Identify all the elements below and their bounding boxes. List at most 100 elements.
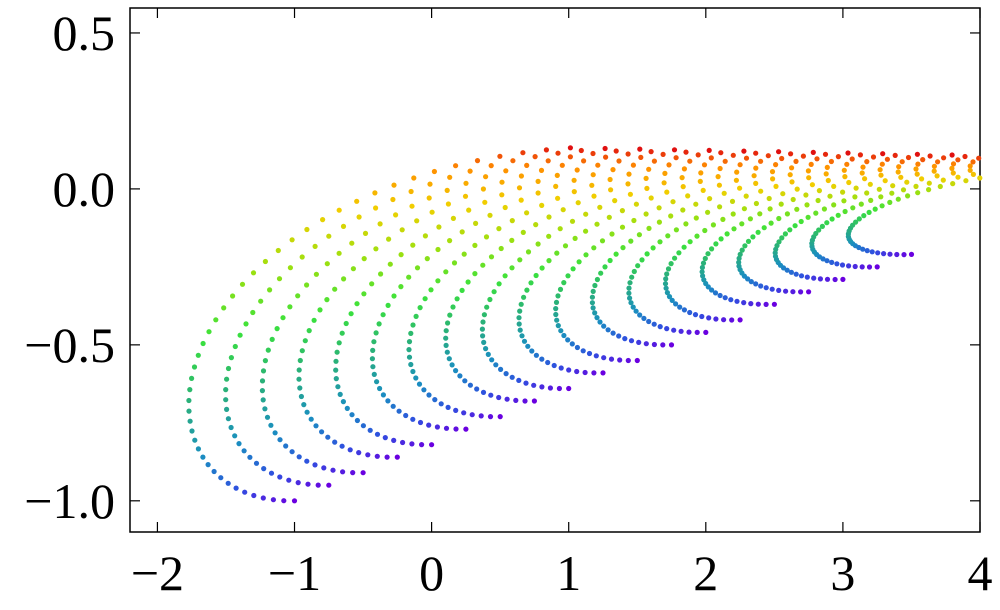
data-point [312,243,318,249]
data-point [729,317,735,323]
data-point [753,281,759,287]
data-point [583,211,589,217]
data-point [737,317,743,323]
data-point [555,150,561,156]
data-point [518,301,524,307]
data-point [286,477,292,483]
data-point [250,309,256,316]
data-point [394,454,400,460]
data-point [629,274,635,280]
data-point [382,435,388,441]
data-point [518,173,525,179]
data-point [619,224,626,230]
data-point [767,206,773,212]
data-point [445,404,451,410]
data-point [265,347,271,353]
data-point [408,330,414,336]
data-point [789,179,795,185]
axis-ticks [130,8,981,532]
data-point [396,408,402,414]
data-point [842,208,848,215]
data-point [709,246,715,252]
data-point [350,266,356,272]
data-point [467,382,473,388]
data-point [462,378,468,384]
data-point [839,262,846,268]
data-point [333,358,339,364]
data-point [656,219,663,225]
data-point [751,173,757,179]
data-point [574,368,580,375]
data-point [835,154,842,160]
data-point [378,271,384,277]
data-point [509,374,515,380]
data-point [758,283,764,289]
data-point [870,154,877,160]
data-point [737,162,743,168]
data-point [651,158,658,164]
data-point [683,221,689,227]
data-point [597,204,603,210]
data-point [361,256,367,262]
data-point [457,373,463,379]
data-point [787,227,793,233]
data-point [700,273,706,279]
data-point [374,379,380,385]
data-point [261,466,267,472]
data-point [443,269,449,275]
data-point [626,171,632,177]
data-point [315,482,321,488]
data-point [707,196,713,202]
data-point [583,252,589,258]
data-point [385,302,391,308]
data-point [262,358,268,364]
data-point [591,245,597,251]
data-point [790,289,796,295]
data-point [634,357,640,364]
data-point [350,470,356,476]
data-point [699,313,705,320]
data-point [805,214,811,220]
data-point [521,294,527,300]
data-point [488,392,494,398]
data-point [823,171,829,177]
data-point [557,226,563,232]
data-point [776,149,782,155]
x-tick-label: 2 [693,545,718,601]
data-point [251,492,257,499]
data-point [546,233,552,239]
data-point [967,163,973,169]
data-point [677,304,683,310]
data-point [680,184,686,190]
data-point [576,259,582,265]
data-point [627,280,633,286]
data-point [745,238,752,244]
data-point [533,222,539,228]
data-point [798,273,805,279]
data-point [748,279,754,285]
data-point [287,304,293,310]
x-tick-label: 0 [419,545,444,601]
data-point [878,194,884,200]
data-point [607,176,613,183]
data-point [913,183,919,189]
data-point [259,378,266,384]
data-point [864,159,870,165]
data-point [553,183,559,189]
data-point [429,209,435,215]
tick-labels: −2 −1 0 1 2 3 4 0.5 0.0 −0.5 −1.0 [24,5,992,601]
data-point [927,153,933,159]
data-point [895,196,901,202]
data-point [253,460,260,466]
data-point [636,232,643,238]
data-point [574,344,581,351]
data-point [262,258,268,265]
data-point [259,388,265,394]
data-point [628,338,635,344]
data-point [644,251,650,257]
data-point [556,385,563,392]
data-point [326,233,332,239]
data-point [734,298,740,304]
data-point [638,154,644,160]
